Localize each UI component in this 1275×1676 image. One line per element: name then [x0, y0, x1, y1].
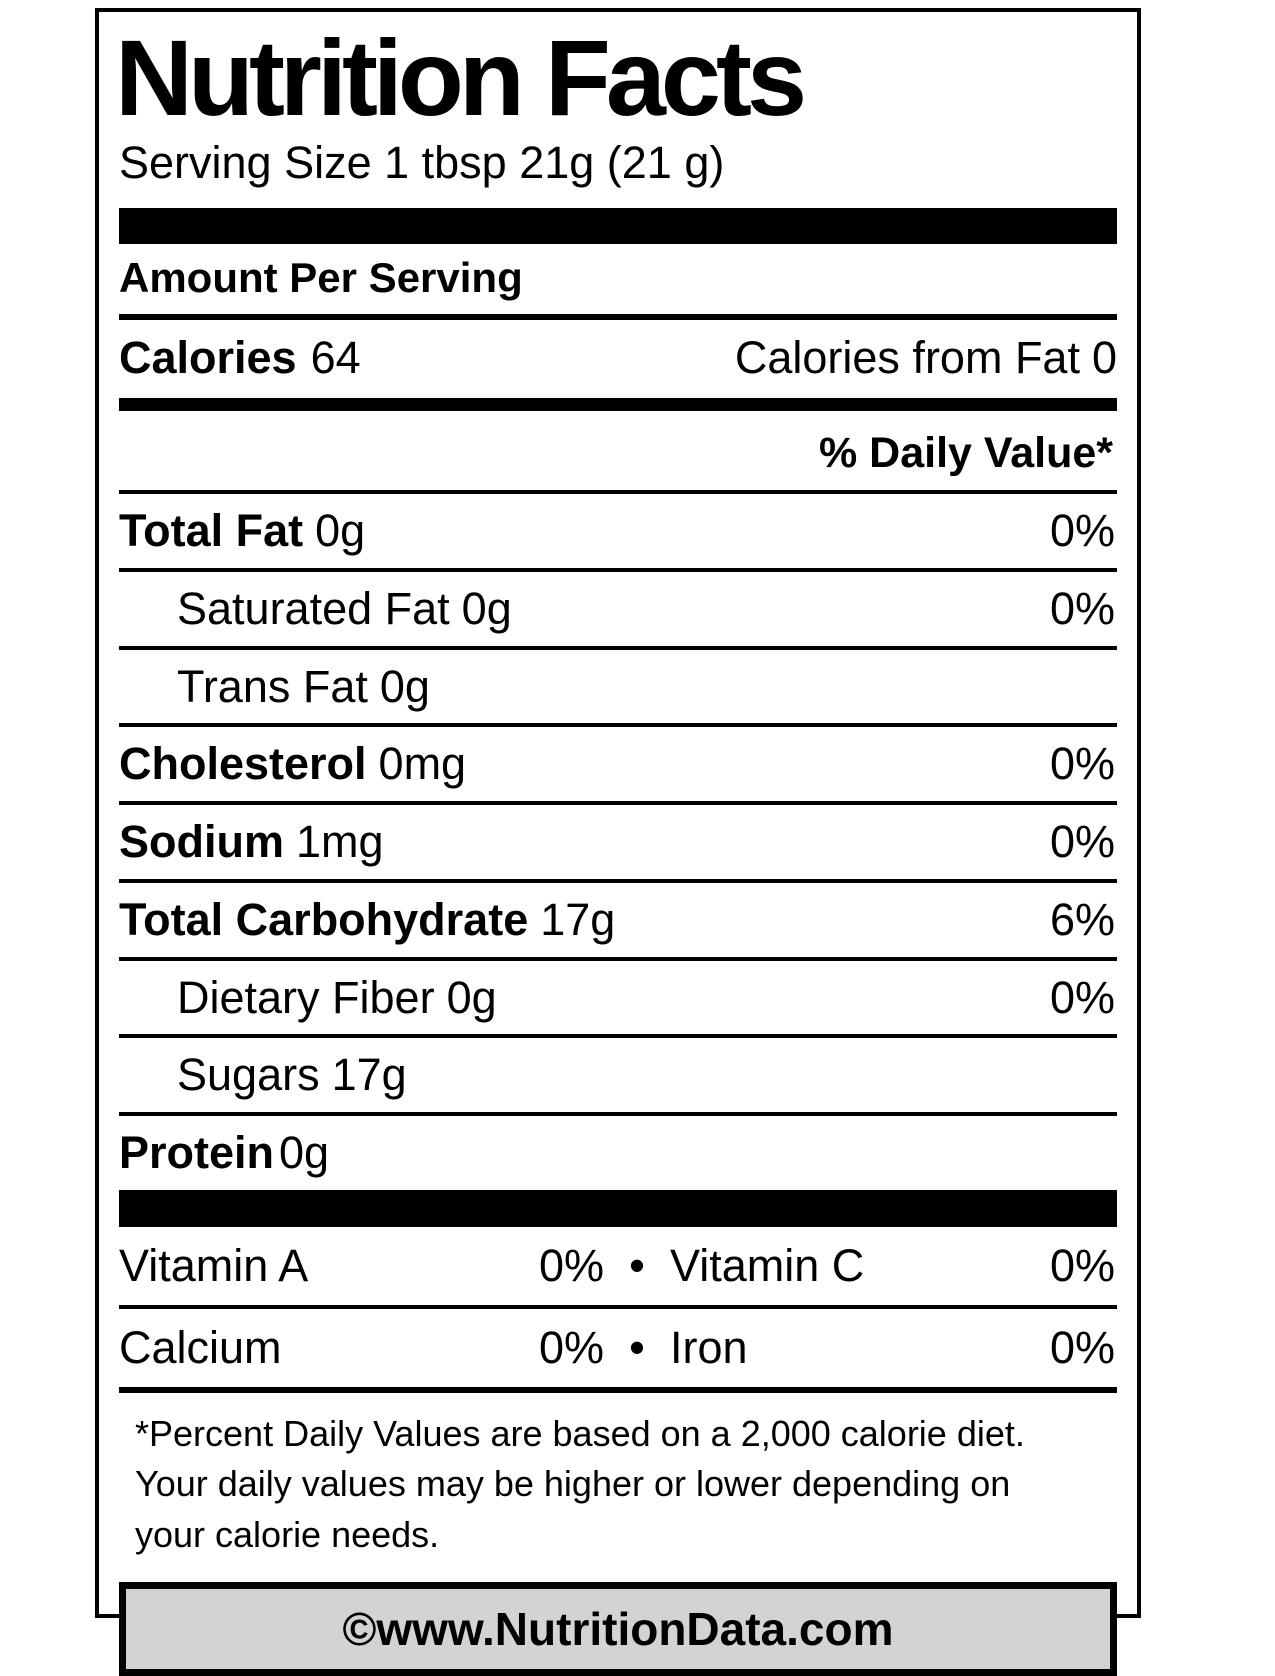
- nutrient-name: Total Carbohydrate 17g: [119, 894, 615, 946]
- nutrient-row-cholesterol: Cholesterol 0mg 0%: [119, 727, 1117, 805]
- amount-per-serving-heading: Amount Per Serving: [119, 244, 1117, 320]
- nutrient-name: Total Fat 0g: [119, 505, 365, 557]
- calories-value: 64: [310, 332, 361, 383]
- vitamin-c-label: Vitamin C: [670, 1239, 865, 1291]
- nutrient-name: Protein 0g: [119, 1127, 329, 1179]
- nutrient-row-saturated-fat: Saturated Fat 0g 0%: [119, 572, 1117, 650]
- nutrient-name: Sodium 1mg: [119, 816, 384, 868]
- vitamin-a-percent: 0%: [538, 1239, 604, 1291]
- nutrient-amount: 0g: [446, 971, 497, 1023]
- bullet-separator: •: [629, 1321, 645, 1373]
- calories-row: Calories 64 Calories from Fat 0: [119, 320, 1117, 398]
- nutrient-label: Dietary Fiber: [177, 971, 435, 1023]
- footnote-line: your calorie needs.: [135, 1513, 440, 1555]
- daily-value-header: % Daily Value*: [119, 411, 1117, 494]
- nutrient-amount: 0mg: [378, 738, 467, 790]
- calories-left: Calories 64: [119, 332, 361, 384]
- separator-bar-mid: [119, 398, 1117, 411]
- nutrient-label: Saturated Fat: [177, 582, 450, 634]
- nutrient-name: Saturated Fat 0g: [177, 583, 512, 635]
- iron-label: Iron: [670, 1321, 748, 1373]
- nutrient-label: Protein: [119, 1127, 275, 1178]
- calcium-percent: 0%: [538, 1321, 604, 1373]
- nutrient-name: Trans Fat 0g: [177, 661, 430, 713]
- nutrient-row-dietary-fiber: Dietary Fiber 0g 0%: [119, 961, 1117, 1039]
- calories-label: Calories: [119, 332, 297, 383]
- nutrient-percent: 0%: [1049, 738, 1115, 790]
- calories-from-fat: Calories from Fat 0: [735, 332, 1117, 384]
- nutrient-amount: 1mg: [296, 816, 384, 867]
- nutritiondata-footer: ©www.NutritionData.com: [119, 1581, 1117, 1676]
- nutrient-amount: 0g: [379, 660, 430, 712]
- nutrition-facts-label: Nutrition Facts Serving Size 1 tbsp 21g …: [95, 8, 1141, 1676]
- footnote-line: Your daily values may be higher or lower…: [135, 1463, 1011, 1505]
- nutrient-name: Sugars 17g: [177, 1049, 407, 1101]
- micronutrient-row-vitamins: Vitamin A 0% • Vitamin C 0%: [119, 1227, 1117, 1309]
- vitamin-c-percent: 0%: [1049, 1239, 1115, 1291]
- separator-bar-big: [119, 1189, 1117, 1227]
- nutrient-label: Trans Fat: [177, 660, 368, 712]
- nutrient-label: Total Carbohydrate: [119, 893, 529, 945]
- nutrient-label: Cholesterol: [119, 738, 367, 790]
- nutrient-amount: 0g: [461, 582, 512, 634]
- nutrient-row-protein: Protein 0g: [119, 1116, 1117, 1190]
- daily-value-footnote: *Percent Daily Values are based on a 2,0…: [119, 1409, 1117, 1560]
- nutrient-amount: 17g: [331, 1049, 407, 1101]
- nutrient-percent: 0%: [1049, 505, 1115, 556]
- nutrient-label: Total Fat: [119, 505, 304, 556]
- serving-size: Serving Size 1 tbsp 21g (21 g): [119, 137, 725, 188]
- nutrient-row-sugars: Sugars 17g: [119, 1038, 1117, 1116]
- nutrient-percent: 6%: [1049, 893, 1115, 945]
- nutrient-amount: 0g: [315, 505, 366, 556]
- vitamin-a-label: Vitamin A: [119, 1239, 309, 1291]
- nutrient-percent: 0%: [1049, 816, 1115, 867]
- nutrient-name: Cholesterol 0mg: [119, 738, 466, 790]
- nutrient-label: Sugars: [177, 1049, 320, 1101]
- micronutrient-row-minerals: Calcium 0% • Iron 0%: [119, 1309, 1117, 1393]
- nutrient-percent: 0%: [1049, 971, 1115, 1023]
- footnote-line: *Percent Daily Values are based on a 2,0…: [135, 1412, 1025, 1454]
- nutrient-row-sodium: Sodium 1mg 0%: [119, 805, 1117, 883]
- calories-from-fat-value: 0: [1091, 332, 1117, 383]
- separator-bar-top: [119, 208, 1117, 244]
- nutrient-name: Dietary Fiber 0g: [177, 972, 497, 1024]
- nutrient-amount: 0g: [279, 1127, 330, 1178]
- label-title: Nutrition Facts: [115, 17, 807, 138]
- nutrient-row-total-fat: Total Fat 0g 0%: [119, 494, 1117, 572]
- nutrient-amount: 17g: [540, 893, 616, 945]
- nutrient-row-total-carbohydrate: Total Carbohydrate 17g 6%: [119, 883, 1117, 961]
- bullet-separator: •: [629, 1239, 645, 1291]
- iron-percent: 0%: [1049, 1321, 1115, 1373]
- nutrient-percent: 0%: [1049, 582, 1115, 634]
- nutrient-label: Sodium: [119, 816, 284, 867]
- nutrient-row-trans-fat: Trans Fat 0g: [119, 650, 1117, 728]
- calories-from-fat-label: Calories from Fat: [734, 332, 1080, 383]
- calcium-label: Calcium: [119, 1321, 282, 1373]
